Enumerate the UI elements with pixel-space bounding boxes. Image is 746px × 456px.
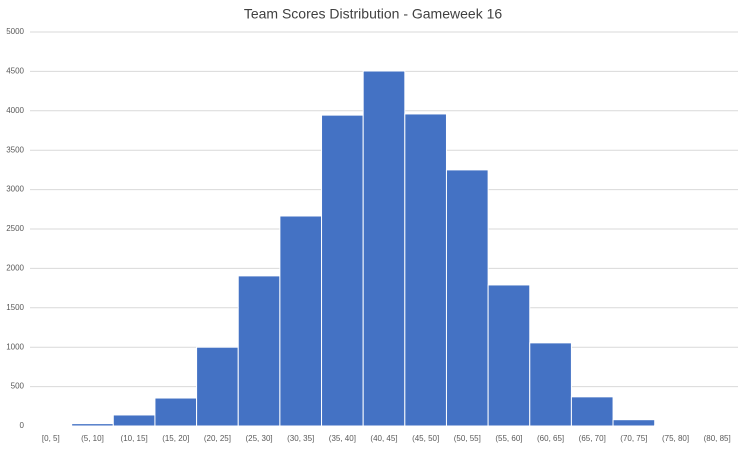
- bar: [363, 71, 405, 426]
- bar: [238, 276, 280, 426]
- x-tick-label: (80, 85]: [704, 434, 731, 443]
- x-tick-label: (10, 15]: [121, 434, 148, 443]
- x-tick-label: (50, 55]: [454, 434, 481, 443]
- x-tick-label: (65, 70]: [579, 434, 606, 443]
- bar: [530, 343, 572, 426]
- bar: [446, 170, 488, 426]
- y-tick-label: 500: [11, 382, 25, 391]
- x-tick-label: (40, 45]: [370, 434, 397, 443]
- bar: [72, 424, 114, 426]
- bar: [155, 398, 197, 426]
- x-tick-label: (20, 25]: [204, 434, 231, 443]
- y-tick-label: 5000: [6, 27, 24, 36]
- x-tick-label: (15, 20]: [162, 434, 189, 443]
- y-tick-label: 1000: [6, 342, 24, 351]
- y-tick-label: 2000: [6, 264, 24, 273]
- bar: [280, 216, 322, 426]
- bar: [197, 347, 239, 426]
- y-tick-label: 2500: [6, 224, 24, 233]
- x-tick-label: (30, 35]: [287, 434, 314, 443]
- x-tick-label: (5, 10]: [81, 434, 104, 443]
- x-tick-label: (55, 60]: [495, 434, 522, 443]
- y-tick-label: 1500: [6, 303, 24, 312]
- y-tick-label: 4000: [6, 106, 24, 115]
- bar: [613, 420, 655, 426]
- bar: [405, 114, 447, 426]
- chart-title: Team Scores Distribution - Gameweek 16: [244, 6, 503, 22]
- bar: [655, 425, 697, 426]
- bar: [322, 115, 364, 426]
- bar: [488, 285, 530, 426]
- x-tick-label: (35, 40]: [329, 434, 356, 443]
- y-tick-label: 3500: [6, 145, 24, 154]
- y-tick-label: 3000: [6, 185, 24, 194]
- x-tick-label: (25, 30]: [245, 434, 272, 443]
- bar: [113, 415, 155, 426]
- x-tick-label: (45, 50]: [412, 434, 439, 443]
- y-tick-label: 4500: [6, 67, 24, 76]
- bar: [571, 397, 613, 426]
- y-tick-label: 0: [20, 421, 25, 430]
- x-tick-label: (70, 75]: [620, 434, 647, 443]
- x-tick-label: (60, 65]: [537, 434, 564, 443]
- x-tick-label: [0, 5]: [42, 434, 60, 443]
- x-tick-label: (75, 80]: [662, 434, 689, 443]
